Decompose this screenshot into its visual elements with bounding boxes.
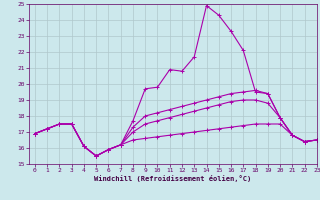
- X-axis label: Windchill (Refroidissement éolien,°C): Windchill (Refroidissement éolien,°C): [94, 175, 252, 182]
